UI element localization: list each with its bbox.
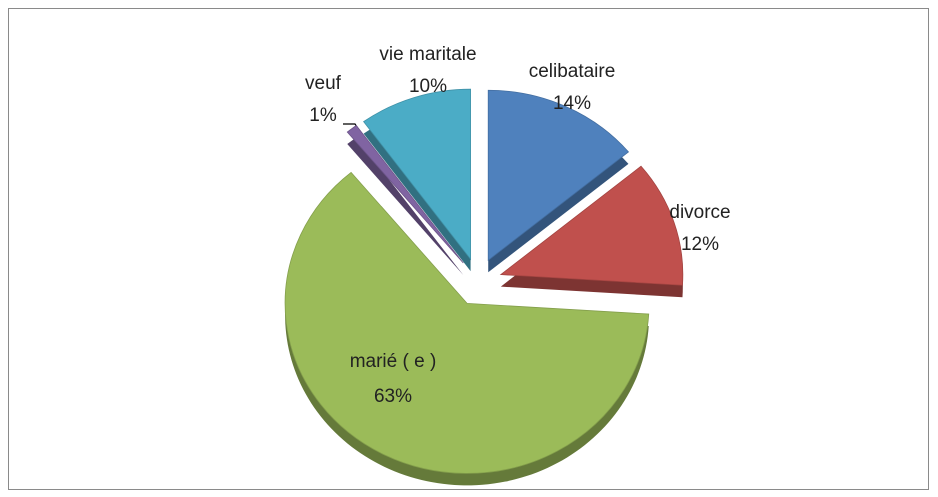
data-label-name: celibataire	[529, 61, 616, 82]
data-label-value: 63%	[374, 386, 412, 407]
slice	[284, 171, 650, 486]
slice-top	[284, 171, 650, 474]
data-label-value: 12%	[681, 234, 719, 255]
slice-side	[347, 137, 464, 276]
data-label-value: 1%	[309, 105, 337, 126]
data-label-name: marié ( e )	[350, 351, 437, 372]
data-label-value: 14%	[553, 93, 591, 114]
data-label-name: divorce	[669, 202, 730, 223]
slice	[346, 124, 464, 276]
slice	[363, 88, 471, 272]
slice	[487, 89, 630, 273]
data-label-value: 10%	[409, 76, 447, 97]
data-label-name: veuf	[305, 73, 342, 94]
slice	[499, 165, 684, 298]
slice-top	[346, 124, 464, 264]
data-label-name: vie maritale	[379, 44, 476, 65]
slice-top	[499, 165, 684, 286]
slice-top	[487, 89, 630, 262]
slice-top	[363, 88, 471, 261]
